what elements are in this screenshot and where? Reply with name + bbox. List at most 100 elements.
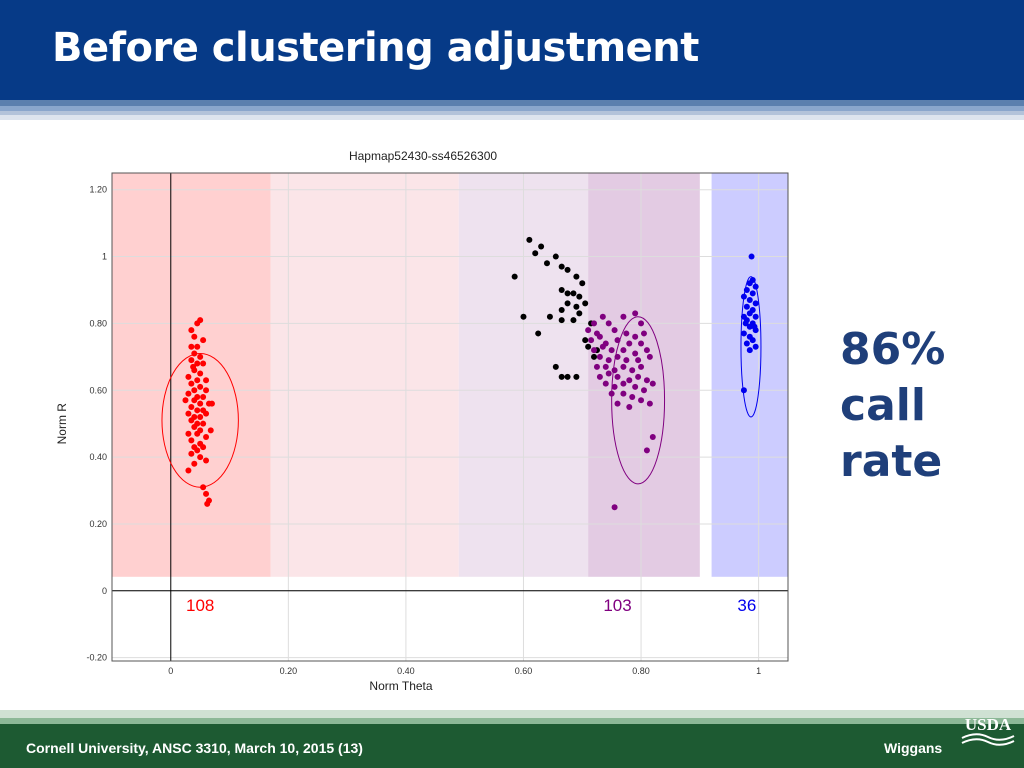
y-tick-label: 1.20 — [89, 185, 107, 195]
data-point — [742, 320, 749, 327]
data-point — [649, 380, 656, 387]
call-rate-word-call: call — [840, 380, 926, 431]
data-point — [746, 310, 753, 317]
data-point — [620, 390, 627, 397]
data-point — [185, 410, 192, 417]
data-point — [576, 293, 583, 300]
data-point — [188, 357, 195, 364]
cluster-ellipse — [740, 276, 762, 418]
y-tick-label: 0.80 — [89, 318, 107, 328]
data-point — [605, 370, 612, 377]
data-point — [611, 504, 618, 511]
data-point — [197, 353, 204, 360]
data-point — [611, 383, 618, 390]
data-point — [188, 343, 195, 350]
data-point — [620, 363, 627, 370]
cluster-count-label: 103 — [603, 596, 631, 615]
data-point — [203, 490, 210, 497]
data-point — [743, 303, 750, 310]
chart-svg: 108 103 36 0 0.20 0.40 0.60 0.80 1 -0.20 0 0.20 0.40… — [55, 149, 789, 693]
y-tick-label: 1 — [102, 252, 107, 262]
data-point — [638, 340, 645, 347]
data-point — [591, 353, 598, 360]
data-point — [632, 350, 639, 357]
call-rate-word-rate: rate — [840, 436, 943, 487]
data-point — [573, 303, 580, 310]
data-point — [558, 317, 565, 324]
data-point — [194, 430, 201, 437]
y-tick-label: -0.20 — [86, 653, 107, 663]
data-point — [532, 250, 539, 257]
data-point — [746, 323, 753, 330]
data-point — [576, 310, 583, 317]
data-point — [596, 333, 603, 340]
data-point — [623, 357, 630, 364]
data-point — [200, 360, 207, 367]
data-point — [596, 353, 603, 360]
data-point — [608, 390, 615, 397]
data-point — [605, 320, 612, 327]
x-tick-label: 0.60 — [515, 666, 533, 676]
data-point — [188, 437, 195, 444]
chart-title: Hapmap52430-ss46526300 — [349, 149, 497, 163]
data-point — [564, 290, 571, 297]
data-point — [200, 484, 207, 491]
data-point — [635, 373, 642, 380]
data-point — [643, 347, 650, 354]
data-point — [570, 317, 577, 324]
data-point — [626, 403, 633, 410]
data-point — [200, 420, 207, 427]
data-point — [620, 347, 627, 354]
data-point — [629, 367, 636, 374]
x-axis-label: Norm Theta — [369, 679, 432, 693]
data-point — [602, 380, 609, 387]
data-point — [749, 290, 756, 297]
data-point — [629, 393, 636, 400]
data-point — [620, 313, 627, 320]
data-point — [740, 293, 747, 300]
data-point — [614, 353, 621, 360]
data-point — [591, 347, 598, 354]
data-point — [614, 400, 621, 407]
data-point — [749, 337, 756, 344]
x-tick-label: 0 — [168, 666, 173, 676]
data-point — [203, 410, 210, 417]
data-point — [740, 387, 747, 394]
data-point — [752, 343, 759, 350]
header-stripe — [0, 111, 1024, 115]
y-tick-label: 0.40 — [89, 452, 107, 462]
data-point — [638, 397, 645, 404]
data-point — [190, 363, 197, 370]
data-point — [197, 400, 204, 407]
x-tick-label: 1 — [756, 666, 761, 676]
data-point — [194, 377, 201, 384]
data-point — [649, 434, 656, 441]
cluster-zone — [112, 173, 271, 577]
x-tick-label: 0.20 — [280, 666, 298, 676]
data-point — [632, 383, 639, 390]
cluster-count-label: 108 — [186, 596, 214, 615]
data-point — [191, 333, 198, 340]
data-point — [752, 283, 759, 290]
y-axis-label: Norm R — [55, 403, 69, 445]
data-point — [585, 343, 592, 350]
footer-citation: Cornell University, ANSC 3310, March 10,… — [26, 740, 363, 756]
data-point — [543, 260, 550, 267]
data-point — [194, 447, 201, 454]
data-point — [614, 373, 621, 380]
data-point — [582, 300, 589, 307]
data-point — [194, 343, 201, 350]
data-point — [203, 434, 210, 441]
data-point — [558, 263, 565, 270]
x-tick-label: 0.80 — [632, 666, 650, 676]
data-point — [748, 253, 755, 260]
data-point — [188, 327, 195, 334]
data-point — [200, 444, 207, 451]
data-point — [188, 380, 195, 387]
header-stripe — [0, 115, 1024, 120]
data-point — [605, 357, 612, 364]
data-point — [197, 454, 204, 461]
data-point — [638, 363, 645, 370]
data-point — [188, 417, 195, 424]
data-point — [611, 367, 618, 374]
